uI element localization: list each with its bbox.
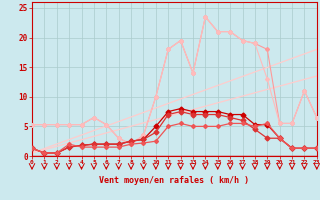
X-axis label: Vent moyen/en rafales ( km/h ): Vent moyen/en rafales ( km/h ) bbox=[100, 176, 249, 185]
